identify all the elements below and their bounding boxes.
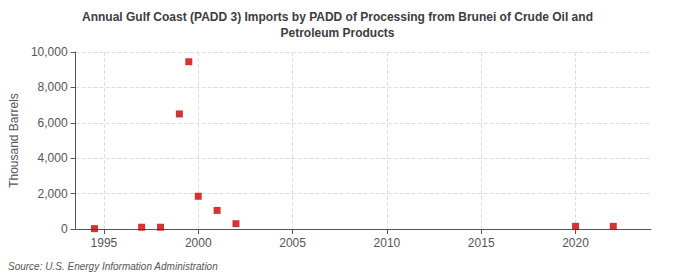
svg-text:2005: 2005 xyxy=(279,236,306,250)
svg-text:4,000: 4,000 xyxy=(38,151,68,165)
svg-text:2,000: 2,000 xyxy=(38,187,68,201)
svg-text:8,000: 8,000 xyxy=(38,80,68,94)
svg-text:0: 0 xyxy=(61,222,68,236)
svg-text:10,000: 10,000 xyxy=(31,45,68,59)
svg-text:2000: 2000 xyxy=(185,236,212,250)
svg-text:1995: 1995 xyxy=(91,236,118,250)
svg-text:6,000: 6,000 xyxy=(38,116,68,130)
svg-text:Annual Gulf Coast (PADD 3) Imp: Annual Gulf Coast (PADD 3) Imports by PA… xyxy=(82,10,593,24)
svg-text:Thousand Barrels: Thousand Barrels xyxy=(7,93,21,188)
svg-text:Petroleum Products: Petroleum Products xyxy=(280,26,394,40)
svg-text:2020: 2020 xyxy=(562,236,589,250)
svg-text:2010: 2010 xyxy=(374,236,401,250)
svg-text:2015: 2015 xyxy=(468,236,495,250)
svg-text:Source: U.S. Energy Informatio: Source: U.S. Energy Information Administ… xyxy=(8,261,218,272)
